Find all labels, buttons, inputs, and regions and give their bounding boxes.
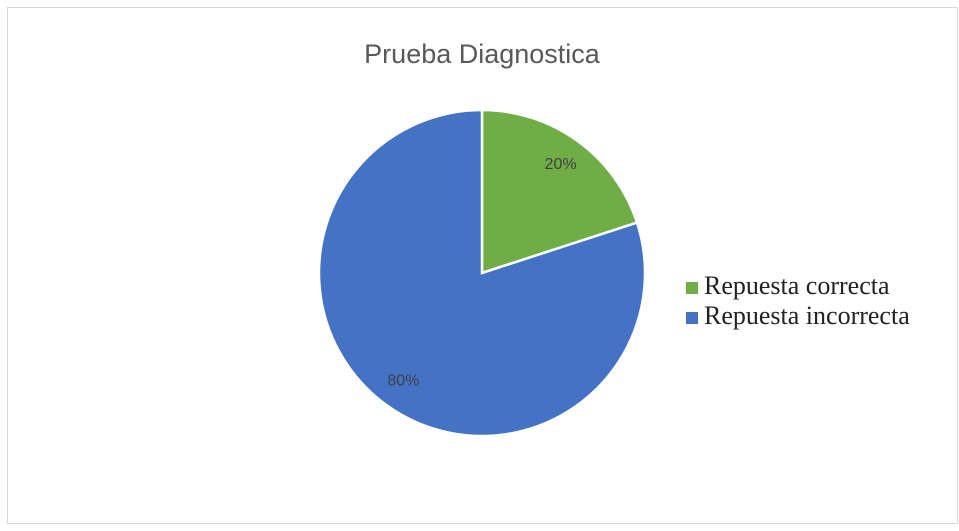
legend-swatch bbox=[686, 282, 698, 294]
legend-label: Repuesta incorrecta bbox=[704, 301, 910, 330]
legend-swatch bbox=[686, 312, 698, 324]
pie-slice bbox=[480, 108, 639, 275]
data-label: 20% bbox=[545, 156, 577, 173]
legend-label: Repuesta correcta bbox=[704, 271, 890, 300]
chart-title: Prueba Diagnostica bbox=[364, 39, 601, 69]
pie-slice bbox=[317, 108, 647, 438]
data-label: 80% bbox=[387, 372, 419, 389]
